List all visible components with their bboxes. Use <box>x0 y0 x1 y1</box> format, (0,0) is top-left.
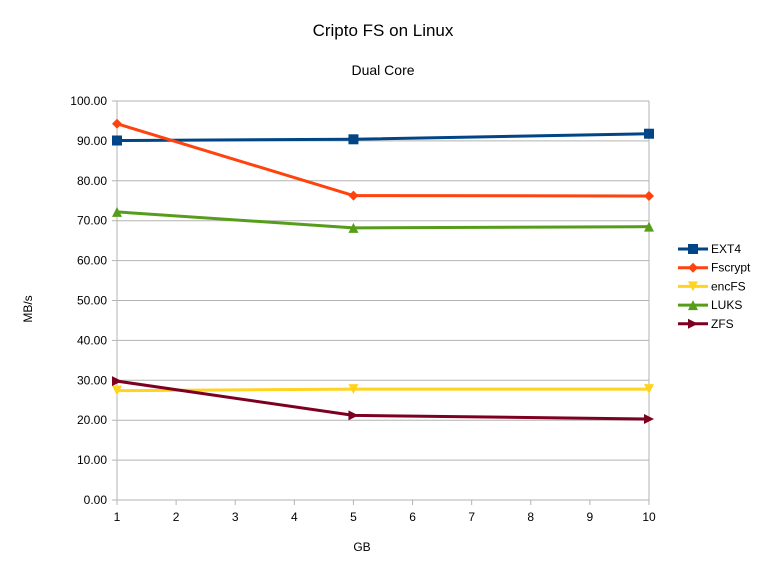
x-tick-label: 6 <box>409 510 416 524</box>
legend-marker-luks <box>688 300 698 311</box>
data-point-luks <box>644 221 654 232</box>
data-point-ext4 <box>644 128 654 139</box>
data-point-ext4 <box>348 134 359 145</box>
x-tick-label: 2 <box>173 510 180 524</box>
series-line-zfs <box>116 379 650 421</box>
data-point-encfs <box>644 384 654 395</box>
y-tick-label: 50.00 <box>77 294 107 308</box>
gridlines <box>112 100 650 505</box>
data-point-luks <box>112 206 122 217</box>
y-tick-label: 40.00 <box>77 333 107 347</box>
data-point-fscrypt <box>348 190 359 201</box>
chart-subtitle: Dual Core <box>351 62 414 78</box>
series-line-ext4 <box>116 132 650 143</box>
legend: EXT4 Fscrypt encFS LUKS ZFS <box>678 242 751 331</box>
x-tick-label: 3 <box>232 510 239 524</box>
data-point-zfs <box>644 414 654 425</box>
legend-label-luks: LUKS <box>711 298 742 312</box>
y-axis-ticks: 0.00 10.00 20.00 30.00 40.00 50.00 60.00 70.00 8… <box>70 94 107 507</box>
y-tick-label: 30.00 <box>77 373 107 387</box>
x-tick-label: 7 <box>468 510 475 524</box>
legend-label-ext4: EXT4 <box>711 242 741 256</box>
y-tick-label: 20.00 <box>77 413 107 427</box>
x-axis-label: GB <box>353 540 370 554</box>
legend-label-zfs: ZFS <box>711 317 734 331</box>
series-line-luks <box>116 210 650 230</box>
data-point-fscrypt <box>112 118 122 129</box>
data-point-fscrypt <box>644 190 654 201</box>
x-tick-label: 8 <box>527 510 534 524</box>
legend-marker-zfs <box>688 318 698 329</box>
x-tick-label: 5 <box>350 510 357 524</box>
legend-label-encfs: encFS <box>711 279 746 293</box>
legend-marker-fscrypt <box>688 262 698 273</box>
y-tick-label: 90.00 <box>77 134 107 148</box>
y-tick-label: 0.00 <box>84 493 108 507</box>
legend-marker-ext4 <box>688 244 698 254</box>
series-line-encfs <box>116 387 649 393</box>
x-tick-label: 1 <box>114 510 121 524</box>
data-point-encfs <box>348 384 359 395</box>
data-point-encfs <box>112 385 122 396</box>
x-tick-label: 9 <box>587 510 594 524</box>
data-point-zfs <box>112 376 122 387</box>
y-tick-label: 80.00 <box>77 174 107 188</box>
y-tick-label: 70.00 <box>77 214 107 228</box>
y-axis-label: MB/s <box>21 295 35 322</box>
x-axis-ticks: 1 2 3 4 5 6 7 8 9 10 <box>114 510 656 524</box>
y-tick-label: 100.00 <box>70 94 107 108</box>
y-tick-label: 10.00 <box>77 453 107 467</box>
legend-marker-encfs <box>688 281 698 292</box>
series-lines <box>112 118 654 425</box>
x-tick-label: 4 <box>291 510 298 524</box>
data-point-luks <box>348 222 359 233</box>
data-point-zfs <box>348 410 359 421</box>
y-tick-label: 60.00 <box>77 254 107 268</box>
data-point-ext4 <box>112 135 122 146</box>
legend-label-fscrypt: Fscrypt <box>711 261 751 275</box>
chart-title: Cripto FS on Linux <box>313 21 454 40</box>
x-tick-label: 10 <box>642 510 656 524</box>
